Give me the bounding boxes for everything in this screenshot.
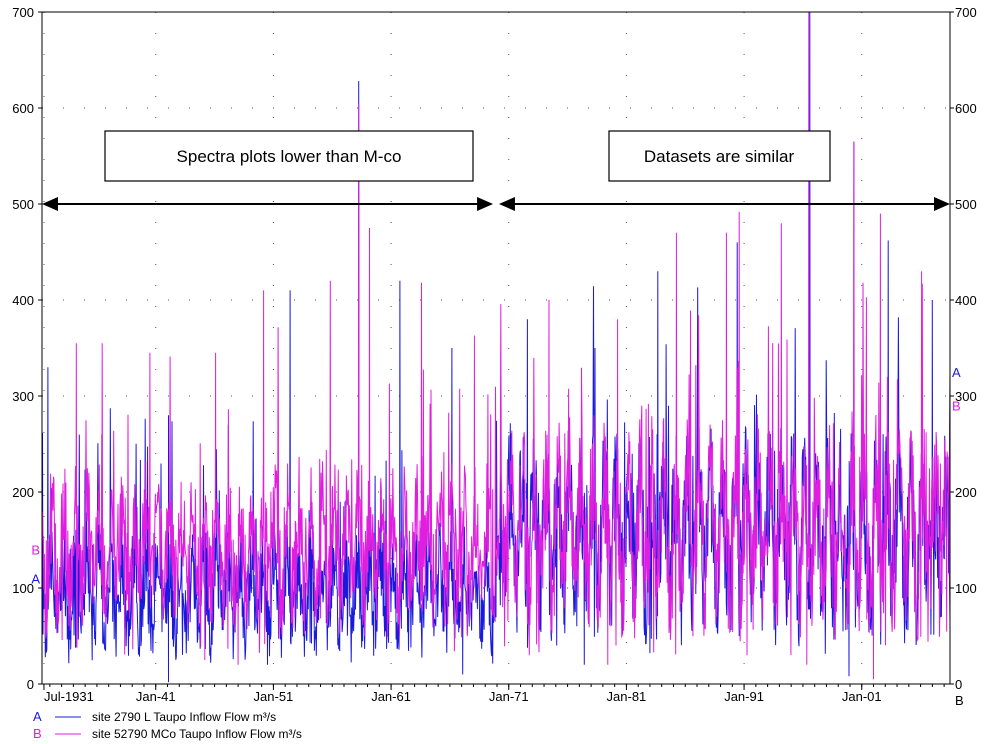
y-tick-label-left: 400 <box>12 293 34 308</box>
arrow-right-period <box>498 197 950 211</box>
y-axis-right: 0 100 200 300 400 500 600 700 B <box>950 5 977 708</box>
y-tick-label-right: 700 <box>955 5 977 20</box>
y-tick-label-left: 600 <box>12 101 34 116</box>
x-tick-label: Jan-41 <box>136 689 176 704</box>
x-tick-label: Jan-71 <box>489 689 529 704</box>
series-layer <box>41 11 951 683</box>
left-annotation-box <box>104 130 474 182</box>
y-tick-label-left: 100 <box>12 581 34 596</box>
series-line-b <box>41 11 951 680</box>
x-axis: Jul-1931 Jan-41 Jan-51 Jan-61 Jan-71 Jan-81 Ja… <box>43 684 945 704</box>
series-a-start-marker: A <box>31 571 40 586</box>
x-tick-label: Jan-91 <box>724 689 764 704</box>
y-tick-label-right: 0 <box>955 677 962 692</box>
x-tick-label: Jan-01 <box>842 689 882 704</box>
left-annotation-text: Spectra plots lower than M-co <box>177 147 402 166</box>
grid-lines <box>42 12 950 684</box>
x-tick-label: Jan-51 <box>254 689 294 704</box>
y-tick-label-left: 700 <box>12 5 34 20</box>
y-tick-label-right: 600 <box>955 101 977 116</box>
y-tick-label-right: 100 <box>955 581 977 596</box>
x-tick-label: Jan-81 <box>607 689 647 704</box>
y-tick-label-left: 500 <box>12 197 34 212</box>
y-tick-label-left: 200 <box>12 485 34 500</box>
right-axis-letter: B <box>955 693 964 708</box>
legend: A site 2790 L Taupo Inflow Flow m³/s B s… <box>33 709 302 741</box>
legend-label-a: site 2790 L Taupo Inflow Flow m³/s <box>92 710 276 724</box>
y-tick-label-left: 300 <box>12 389 34 404</box>
y-tick-label-right: 400 <box>955 293 977 308</box>
series-a-end-marker: A <box>952 365 961 380</box>
right-annotation-text: Datasets are similar <box>644 147 795 166</box>
y-tick-label-right: 300 <box>955 389 977 404</box>
right-annotation-box <box>608 130 831 182</box>
plot-frame <box>41 11 951 685</box>
annotations: Spectra plots lower than M-co Datasets a… <box>42 130 950 211</box>
y-tick-label-left: 0 <box>27 677 34 692</box>
y-axis-left: 0 100 200 300 400 500 600 700 <box>12 5 42 692</box>
x-tick-label: Jul-1931 <box>44 689 94 704</box>
series-b-start-marker: B <box>31 543 40 558</box>
y-tick-label-right: 500 <box>955 197 977 212</box>
arrow-left-period <box>42 197 494 211</box>
legend-key-b: B <box>33 726 42 741</box>
annotation-arrows <box>42 197 950 211</box>
legend-label-b: site 52790 MCo Taupo Inflow Flow m³/s <box>92 727 302 741</box>
x-tick-label: Jan-61 <box>371 689 411 704</box>
legend-key-a: A <box>33 709 42 724</box>
series-b-end-marker: B <box>952 399 961 414</box>
y-tick-label-right: 200 <box>955 485 977 500</box>
